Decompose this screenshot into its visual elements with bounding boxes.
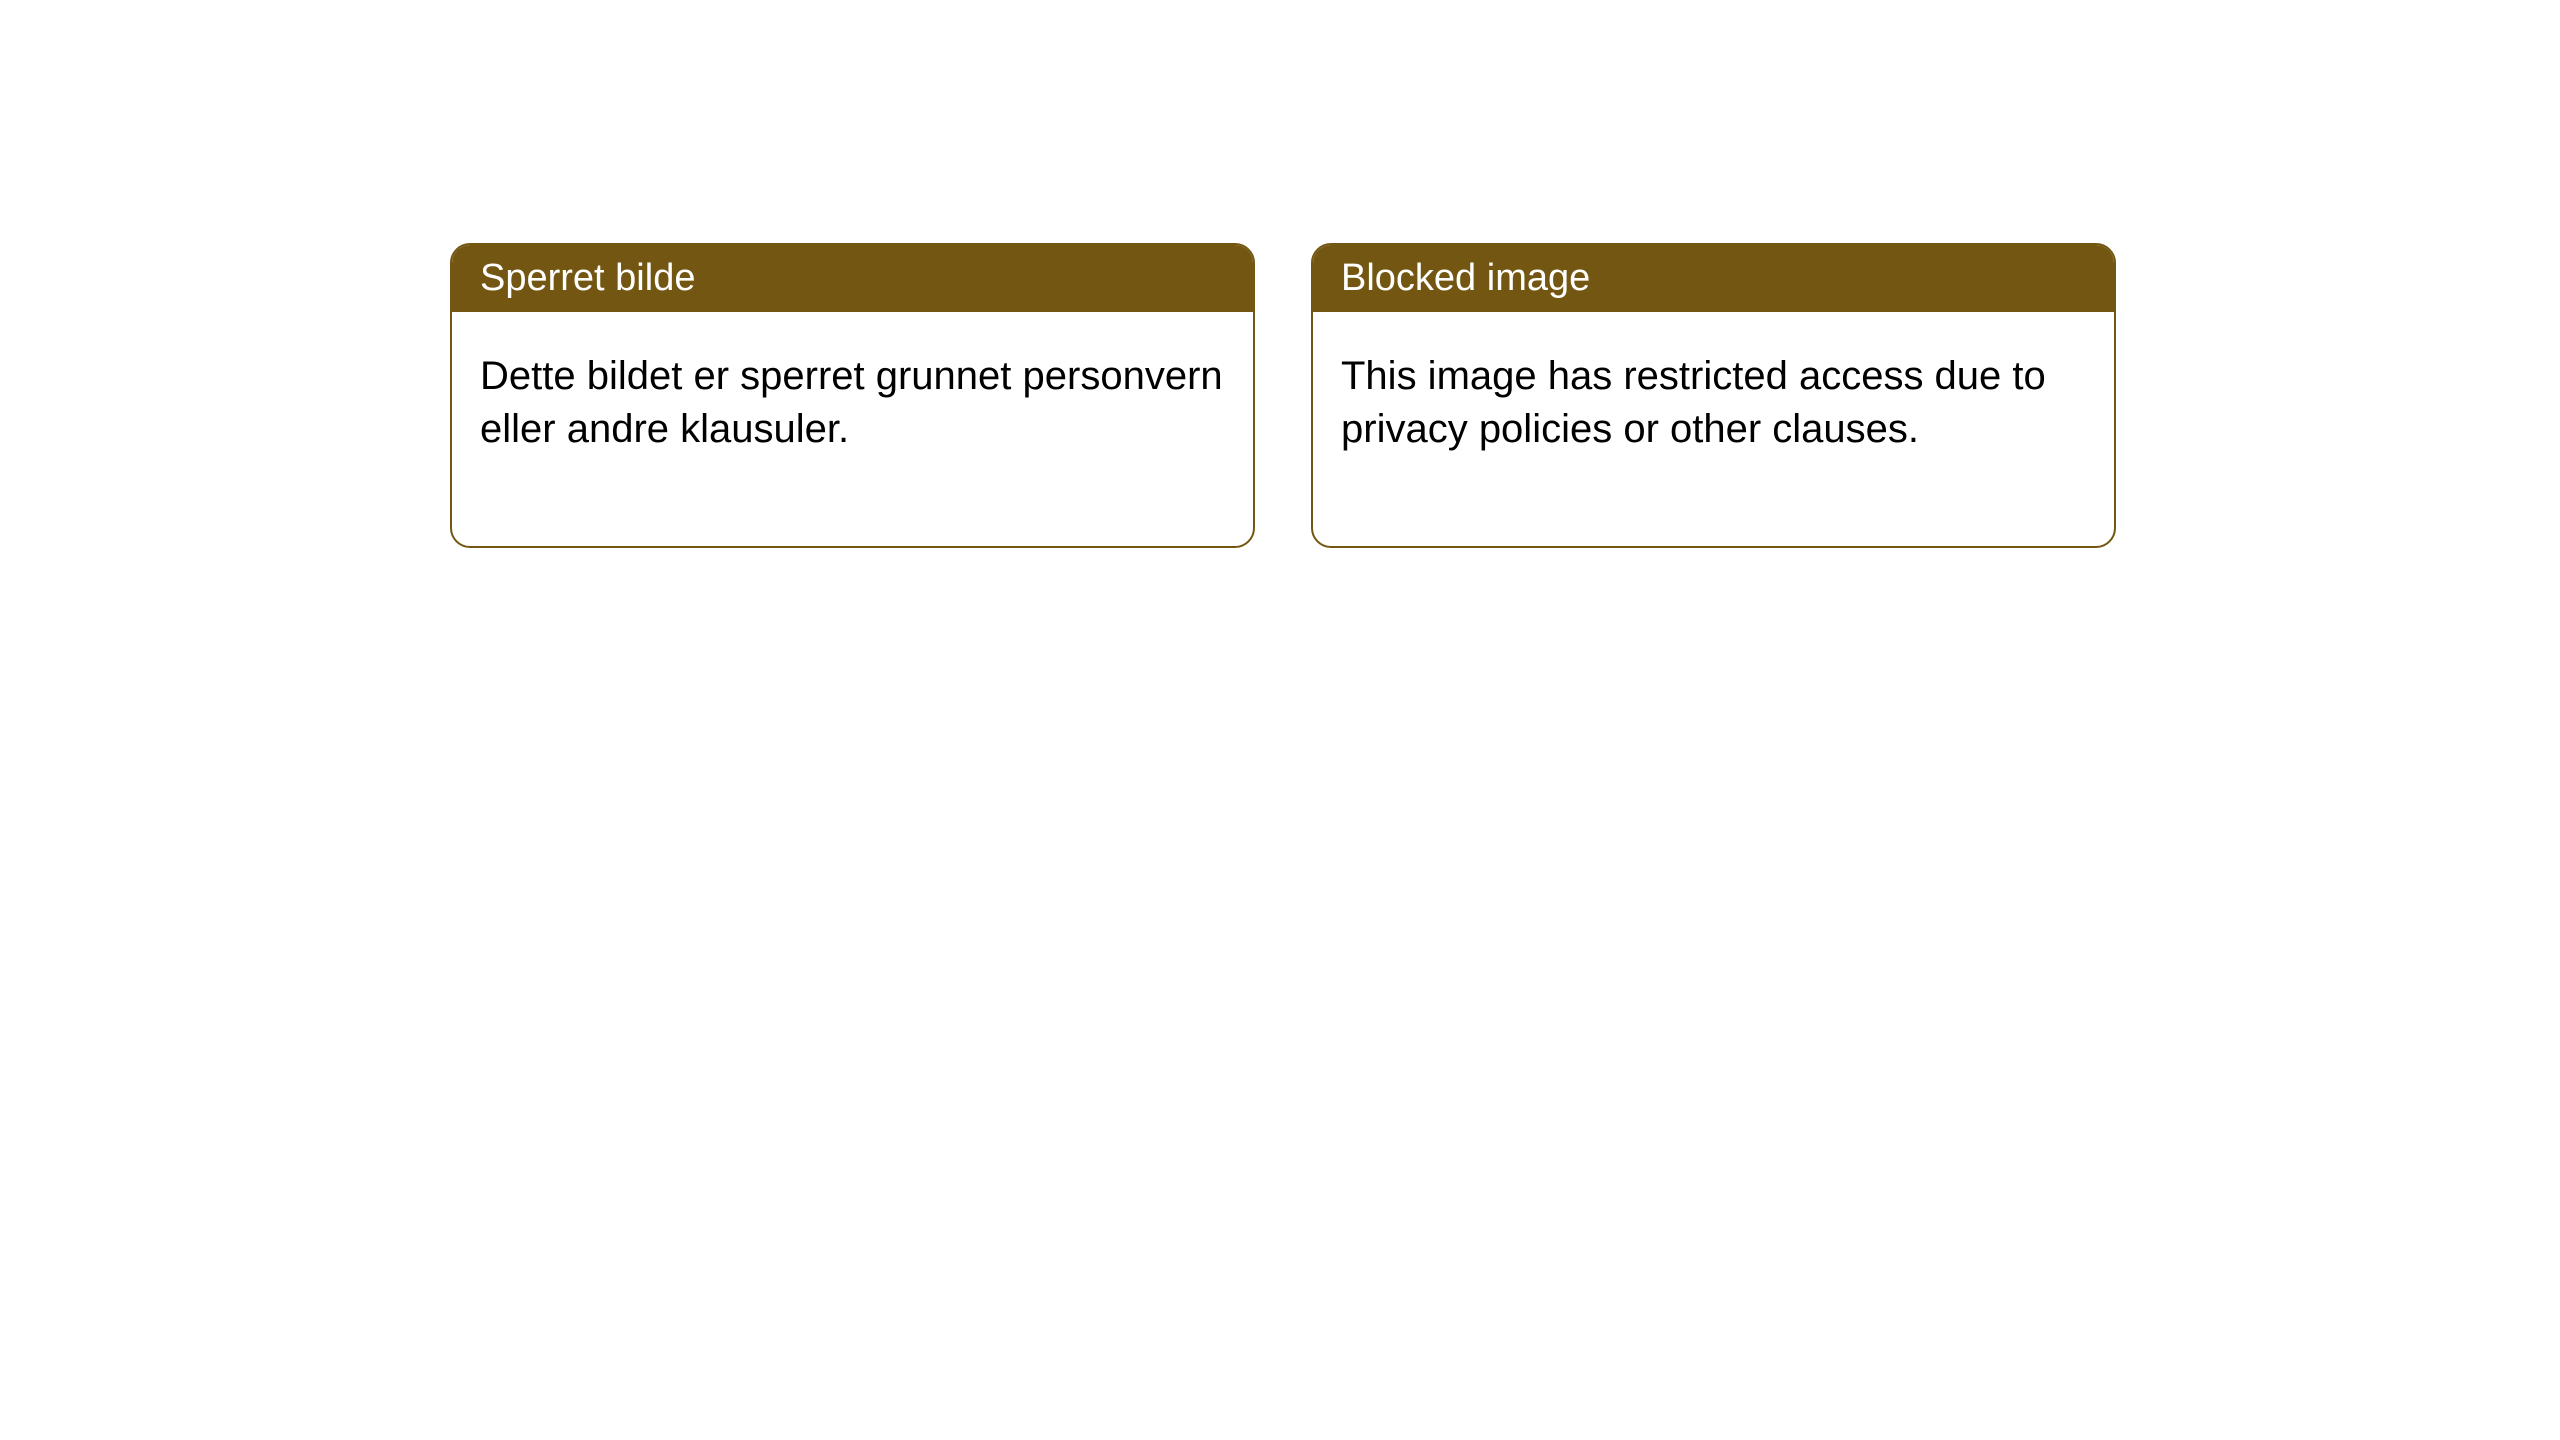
notice-header: Sperret bilde xyxy=(452,245,1253,312)
notice-title: Sperret bilde xyxy=(480,257,695,299)
notice-card-norwegian: Sperret bilde Dette bildet er sperret gr… xyxy=(450,243,1255,548)
notice-body: Dette bildet er sperret grunnet personve… xyxy=(452,312,1253,546)
notice-title: Blocked image xyxy=(1341,257,1590,299)
notice-header: Blocked image xyxy=(1313,245,2114,312)
notice-card-english: Blocked image This image has restricted … xyxy=(1311,243,2116,548)
notice-container: Sperret bilde Dette bildet er sperret gr… xyxy=(0,0,2560,548)
notice-body: This image has restricted access due to … xyxy=(1313,312,2114,546)
notice-message: This image has restricted access due to … xyxy=(1341,354,2046,451)
notice-message: Dette bildet er sperret grunnet personve… xyxy=(480,354,1223,451)
